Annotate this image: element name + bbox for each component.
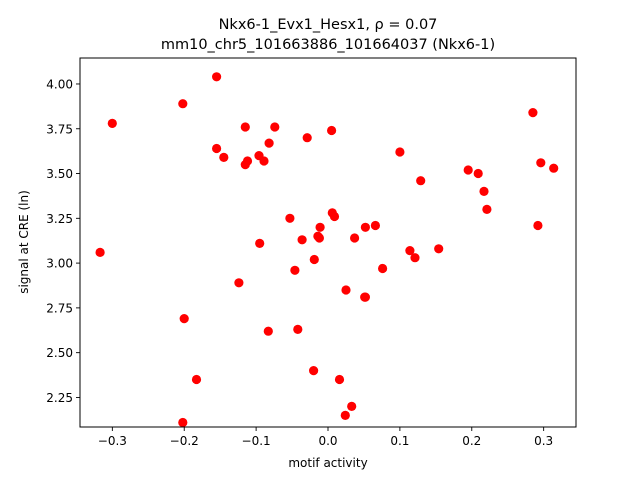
data-point [334, 374, 345, 385]
data-point [410, 253, 420, 263]
y-tick-label: 3.50 [46, 167, 73, 181]
data-point [405, 246, 415, 256]
data-point [473, 168, 483, 179]
data-point [347, 401, 357, 411]
data-point [297, 235, 307, 245]
data-point [378, 263, 388, 274]
x-tick-label: −0.1 [242, 434, 271, 448]
y-axis-label: signal at CRE (ln) [17, 190, 31, 294]
data-point [290, 265, 300, 275]
y-tick-label: 2.25 [46, 391, 73, 405]
data-point [482, 204, 492, 214]
data-point [259, 156, 269, 166]
y-tick-label: 4.00 [46, 77, 73, 91]
data-point [285, 213, 295, 223]
data-point [533, 220, 543, 231]
y-tick-label: 3.75 [46, 122, 73, 136]
y-tick-label: 3.00 [46, 257, 73, 271]
data-point [340, 410, 350, 420]
data-point [191, 374, 202, 385]
data-point [479, 186, 489, 196]
data-point [179, 314, 189, 324]
chart-subtitle: mm10_chr5_101663886_101664037 (Nkx6-1) [161, 37, 495, 53]
data-point [264, 138, 274, 148]
data-point [309, 254, 319, 265]
data-points [95, 72, 559, 428]
data-point [242, 156, 253, 166]
x-axis-ticks: −0.3 −0.2 −0.1 0.0 0.1 0.2 0.3 [98, 427, 553, 448]
data-point [263, 326, 273, 336]
data-point [178, 99, 188, 109]
y-tick-label: 3.25 [46, 212, 73, 226]
data-point [315, 222, 325, 232]
data-point [255, 238, 265, 248]
data-point [341, 285, 351, 295]
y-tick-label: 2.50 [46, 346, 73, 360]
data-point [360, 222, 370, 232]
data-point [107, 118, 117, 128]
data-point [463, 165, 473, 175]
data-point [293, 324, 303, 334]
data-point [314, 233, 324, 243]
data-point [178, 417, 188, 428]
x-tick-label: −0.2 [170, 434, 199, 448]
x-tick-label: 0.1 [390, 434, 409, 448]
x-tick-label: 0.2 [462, 434, 481, 448]
x-axis-label: motif activity [288, 456, 367, 470]
data-point [329, 211, 340, 222]
x-tick-label: −0.3 [98, 434, 127, 448]
data-point [528, 108, 538, 118]
y-axis-ticks: 2.25 2.50 2.75 3.00 3.25 3.50 3.75 4.00 [46, 77, 80, 405]
x-tick-label: 0.0 [318, 434, 337, 448]
data-point [327, 125, 337, 136]
data-point [350, 233, 360, 243]
data-point [395, 147, 405, 157]
data-point [212, 143, 222, 154]
data-point [536, 158, 546, 168]
data-point [309, 366, 319, 376]
data-point [95, 247, 105, 257]
data-point [434, 244, 444, 254]
data-point [219, 152, 229, 162]
chart-title: Nkx6-1_Evx1_Hesx1, ρ = 0.07 [219, 17, 438, 33]
data-point [370, 220, 380, 231]
data-point [270, 122, 280, 132]
plot-area-frame [79, 57, 577, 428]
data-point [360, 292, 370, 302]
data-point [302, 133, 312, 143]
data-point [549, 163, 559, 173]
x-tick-label: 0.3 [534, 434, 553, 448]
data-point [234, 278, 244, 288]
data-point [240, 122, 250, 132]
data-point [212, 72, 222, 82]
y-tick-label: 2.75 [46, 301, 73, 315]
data-point [416, 176, 426, 186]
